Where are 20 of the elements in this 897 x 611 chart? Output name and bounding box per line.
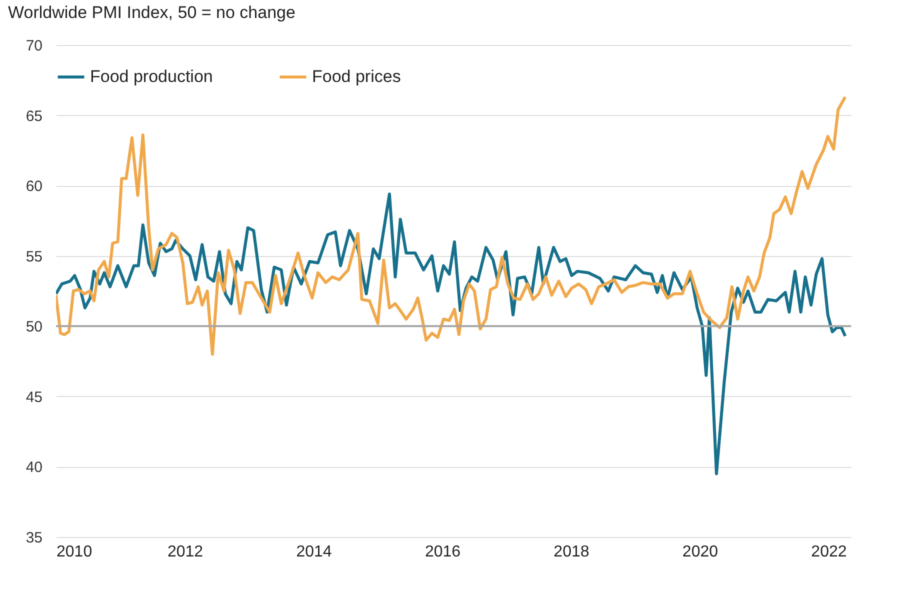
legend-label: Food prices bbox=[312, 67, 401, 86]
y-tick-label: 70 bbox=[26, 38, 42, 54]
x-tick-label: 2010 bbox=[56, 544, 92, 560]
y-tick-label: 45 bbox=[26, 388, 42, 406]
y-tick-label: 65 bbox=[26, 108, 42, 125]
x-tick-label: 2016 bbox=[424, 544, 461, 560]
y-tick-label: 60 bbox=[26, 178, 42, 196]
x-tick-label: 2022 bbox=[811, 544, 847, 560]
y-tick-label: 50 bbox=[26, 318, 42, 336]
chart-title: Worldwide PMI Index, 50 = no change bbox=[8, 3, 296, 22]
y-tick-label: 35 bbox=[26, 530, 42, 546]
x-tick-label: 2018 bbox=[554, 544, 590, 560]
line-series bbox=[56, 192, 847, 476]
x-tick-label: 2020 bbox=[682, 544, 718, 560]
line-series bbox=[56, 96, 847, 356]
legend-label: Food production bbox=[90, 67, 213, 86]
y-tick-label: 40 bbox=[26, 459, 42, 476]
x-tick-label: 2014 bbox=[296, 544, 332, 560]
x-tick-label: 2012 bbox=[167, 544, 204, 560]
y-tick-label: 55 bbox=[26, 248, 42, 266]
